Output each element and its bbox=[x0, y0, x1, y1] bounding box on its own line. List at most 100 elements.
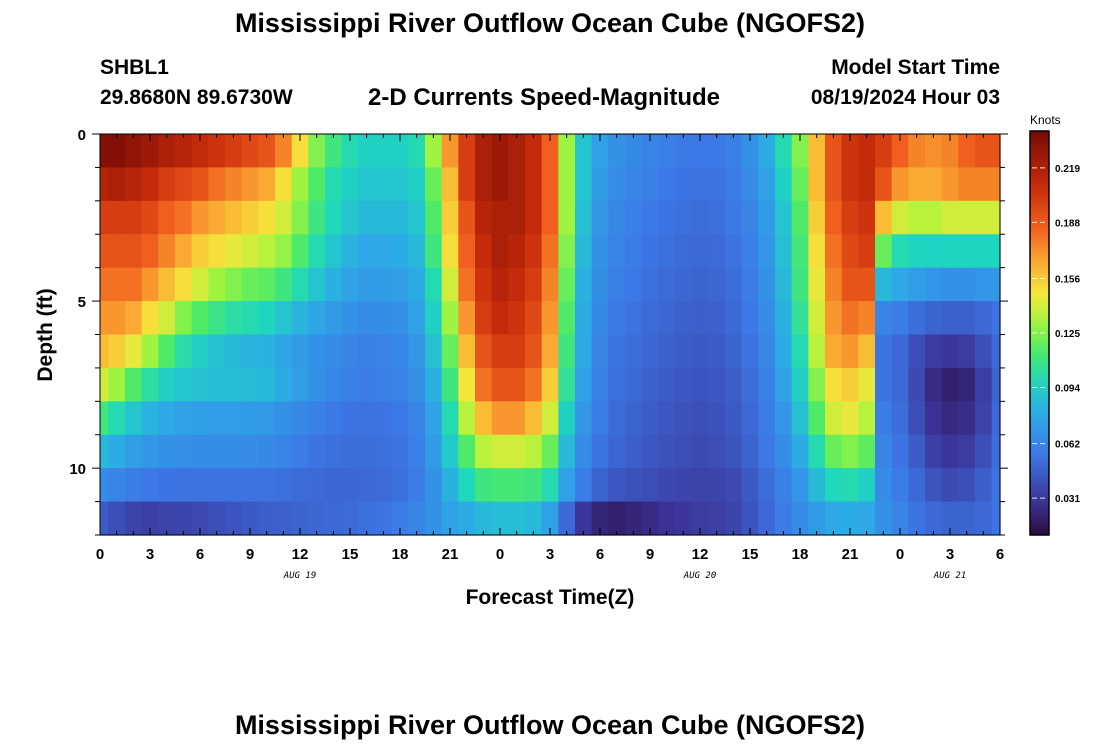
heatmap-cell bbox=[291, 367, 309, 402]
heatmap-cell bbox=[941, 200, 959, 235]
heatmap-cell bbox=[141, 367, 159, 402]
heatmap-cell bbox=[675, 401, 693, 436]
heatmap-cell bbox=[308, 434, 326, 469]
heatmap-cell bbox=[341, 134, 359, 169]
heatmap-cell bbox=[241, 301, 259, 336]
heatmap-cell bbox=[458, 334, 476, 369]
heatmap-cell bbox=[208, 334, 226, 369]
heatmap-cell bbox=[441, 334, 459, 369]
heatmap-cell bbox=[741, 468, 759, 503]
heatmap-cell bbox=[225, 401, 243, 436]
heatmap-cell bbox=[558, 468, 576, 503]
heatmap-cell bbox=[775, 468, 793, 503]
heatmap-cell bbox=[991, 301, 1001, 336]
heatmap-cell bbox=[308, 367, 326, 402]
heatmap-cell bbox=[675, 468, 693, 503]
heatmap-cell bbox=[825, 501, 843, 536]
heatmap-cell bbox=[258, 468, 276, 503]
colorbar-tick-label: 0.031 bbox=[1055, 494, 1080, 505]
heatmap-cell bbox=[141, 134, 159, 169]
heatmap-cell bbox=[508, 468, 526, 503]
heatmap-cell bbox=[475, 134, 493, 169]
x-tick-label: 0 bbox=[896, 546, 904, 563]
heatmap-cell bbox=[275, 434, 293, 469]
heatmap-cell bbox=[825, 234, 843, 269]
heatmap-cell bbox=[925, 334, 943, 369]
heatmap-cell bbox=[375, 367, 393, 402]
heatmap-cell bbox=[725, 134, 743, 169]
heatmap-cell bbox=[325, 334, 343, 369]
heatmap-cell bbox=[858, 367, 876, 402]
heatmap-cell bbox=[758, 267, 776, 302]
heatmap-cell bbox=[475, 367, 493, 402]
heatmap-cell bbox=[458, 301, 476, 336]
heatmap-cell bbox=[475, 267, 493, 302]
heatmap-cell bbox=[475, 401, 493, 436]
heatmap-cell bbox=[875, 334, 893, 369]
heatmap-cell bbox=[991, 234, 1001, 269]
heatmap-cell bbox=[308, 301, 326, 336]
heatmap-cell bbox=[441, 468, 459, 503]
heatmap-cell bbox=[375, 401, 393, 436]
heatmap-cell bbox=[641, 501, 659, 536]
heatmap-cell bbox=[558, 501, 576, 536]
heatmap-cell bbox=[475, 234, 493, 269]
heatmap-cell bbox=[358, 267, 376, 302]
heatmap-cell bbox=[608, 434, 626, 469]
x-tick-label: 0 bbox=[496, 546, 504, 563]
heatmap-cell bbox=[608, 468, 626, 503]
heatmap-cell bbox=[441, 501, 459, 536]
heatmap-cell bbox=[425, 434, 443, 469]
heatmap-cell bbox=[591, 501, 609, 536]
heatmap-cell bbox=[258, 434, 276, 469]
heatmap-cell bbox=[108, 401, 126, 436]
heatmap-cell bbox=[108, 434, 126, 469]
heatmap-cell bbox=[391, 401, 409, 436]
heatmap-cell bbox=[100, 267, 109, 302]
heatmap-cell bbox=[158, 367, 176, 402]
heatmap-cell bbox=[558, 200, 576, 235]
heatmap-cell bbox=[141, 167, 159, 202]
heatmap-cell bbox=[325, 200, 343, 235]
heatmap-cell bbox=[941, 401, 959, 436]
heatmap-cell bbox=[275, 334, 293, 369]
heatmap-cell bbox=[875, 200, 893, 235]
heatmap-cell bbox=[508, 134, 526, 169]
heatmap-cell bbox=[658, 468, 676, 503]
heatmap-cell bbox=[641, 367, 659, 402]
heatmap-cell bbox=[191, 367, 209, 402]
heatmap-cell bbox=[941, 134, 959, 169]
heatmap-cell bbox=[558, 367, 576, 402]
heatmap-cell bbox=[858, 434, 876, 469]
heatmap-cell bbox=[725, 334, 743, 369]
heatmap-cell bbox=[675, 301, 693, 336]
heatmap-cell bbox=[925, 267, 943, 302]
heatmap-cell bbox=[675, 367, 693, 402]
heatmap-cell bbox=[708, 367, 726, 402]
heatmap-cell bbox=[925, 501, 943, 536]
heatmap-cell bbox=[491, 234, 509, 269]
heatmap-cell bbox=[775, 301, 793, 336]
heatmap-cell bbox=[725, 267, 743, 302]
heatmap-cell bbox=[641, 200, 659, 235]
heatmap-cell bbox=[875, 234, 893, 269]
heatmap-cell bbox=[658, 334, 676, 369]
heatmap-cell bbox=[625, 234, 643, 269]
heatmap-cell bbox=[975, 468, 993, 503]
heatmap-cell bbox=[291, 334, 309, 369]
colorbar-scale bbox=[1029, 130, 1050, 536]
heatmap-cell bbox=[825, 267, 843, 302]
heatmap-cell bbox=[758, 134, 776, 169]
heatmap-cell bbox=[958, 200, 976, 235]
heatmap-cell bbox=[708, 200, 726, 235]
heatmap-cell bbox=[475, 434, 493, 469]
heatmap-cell bbox=[308, 234, 326, 269]
heatmap-cell bbox=[791, 167, 809, 202]
heatmap-cell bbox=[108, 200, 126, 235]
heatmap-cell bbox=[258, 134, 276, 169]
heatmap-cell bbox=[225, 134, 243, 169]
heatmap-cell bbox=[375, 167, 393, 202]
heatmap-cell bbox=[458, 468, 476, 503]
heatmap-cell bbox=[841, 234, 859, 269]
heatmap-cell bbox=[691, 367, 709, 402]
